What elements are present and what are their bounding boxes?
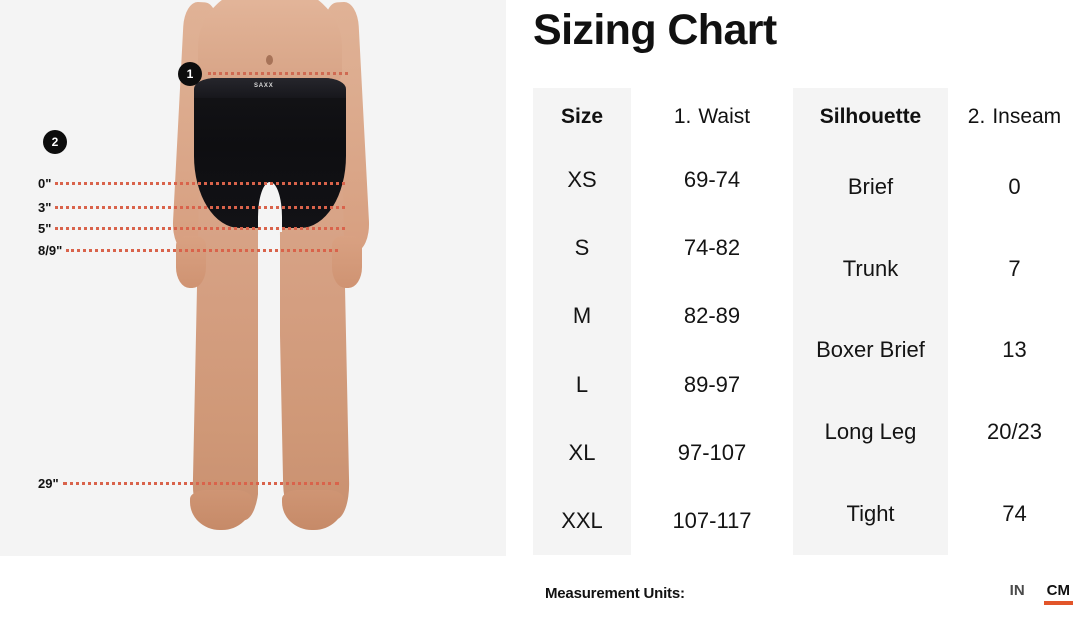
column-header-size: Size <box>533 88 631 146</box>
callout-badge-1: 1 <box>178 62 202 86</box>
inseam-guide-3: 3" <box>38 200 346 215</box>
table-cell-inseam: 20/23 <box>986 419 1043 445</box>
callout-badge-1-label: 1 <box>186 67 194 81</box>
measurement-units-bar: Measurement Units: IN CM <box>545 578 1074 608</box>
page-title: Sizing Chart <box>533 6 777 54</box>
table-cell-size: S <box>574 235 590 261</box>
column-header-waist: 1. Waist <box>631 88 793 146</box>
garment-brandmark: SAXX <box>254 83 274 89</box>
table-cell-inseam: 0 <box>1008 173 1021 199</box>
inseam-guide-5-line <box>55 227 346 230</box>
inseam-guide-0-label: 0" <box>38 176 52 191</box>
column-header-size-label: Size <box>560 105 604 128</box>
inseam-guide-3-label: 3" <box>38 200 52 215</box>
inseam-guide-29-label: 29" <box>38 476 59 491</box>
column-cells-silhouette: Brief Trunk Boxer Brief Long Leg Tight <box>793 146 948 555</box>
table-cell-size: XS <box>567 167 597 193</box>
inseam-guide-5-label: 5" <box>38 221 52 236</box>
table-cell-waist: 74-82 <box>683 235 741 261</box>
inseam-guide-8-9: 8/9" <box>38 243 339 258</box>
inseam-guide-29-line <box>62 482 339 485</box>
table-cell-size: M <box>572 303 592 329</box>
inseam-guide-0: 0" <box>38 176 346 191</box>
table-cell-size: L <box>575 371 589 397</box>
table-column-waist: 1. Waist 69-74 74-82 82-89 89-97 97-107 … <box>631 88 793 555</box>
table-cell-silhouette: Boxer Brief <box>816 337 925 363</box>
inseam-guide-5: 5" <box>38 221 346 236</box>
measurement-units-label: Measurement Units: <box>545 584 685 602</box>
table-cell-waist: 82-89 <box>683 303 741 329</box>
waist-guide-line <box>208 72 348 75</box>
column-header-silhouette-label: Silhouette <box>819 105 922 128</box>
figure-panel: SAXX 1 2 0" 3" 5" 8/9" 29" <box>0 0 506 556</box>
table-cell-inseam: 13 <box>1002 337 1027 363</box>
column-header-waist-label: Waist <box>698 105 751 128</box>
table-column-size: Size XS S M L XL XXL <box>533 88 631 555</box>
column-cells-size: XS S M L XL XXL <box>533 146 631 555</box>
table-cell-silhouette: Long Leg <box>824 419 917 445</box>
table-cell-inseam: 7 <box>1008 255 1021 281</box>
model-navel <box>266 55 273 65</box>
garment-waistband <box>194 78 346 98</box>
measurement-units-options[interactable]: IN CM <box>1009 581 1074 605</box>
unit-option-cm[interactable]: CM <box>1043 582 1074 605</box>
callout-badge-2-label: 2 <box>51 135 59 149</box>
column-cells-inseam: 0 7 13 20/23 74 <box>948 146 1081 555</box>
table-cell-silhouette: Brief <box>847 173 894 199</box>
model-illustration: SAXX <box>150 0 390 556</box>
table-column-silhouette: Silhouette Brief Trunk Boxer Brief Long … <box>793 88 948 555</box>
inseam-guide-0-line <box>55 182 346 185</box>
table-cell-size: XXL <box>561 507 603 533</box>
table-cell-silhouette: Trunk <box>842 255 899 281</box>
model-left-foot <box>190 490 252 530</box>
table-cell-waist: 89-97 <box>683 371 741 397</box>
inseam-guide-8-9-label: 8/9" <box>38 243 63 258</box>
table-cell-waist: 107-117 <box>672 507 752 533</box>
table-cell-size: XL <box>568 439 596 465</box>
inseam-guide-29: 29" <box>38 476 339 491</box>
column-header-inseam-label: Inseam <box>992 105 1062 128</box>
unit-option-in[interactable]: IN <box>1009 581 1025 599</box>
column-cells-waist: 69-74 74-82 82-89 89-97 97-107 107-117 <box>631 146 793 555</box>
column-header-silhouette: Silhouette <box>793 88 948 146</box>
table-cell-waist: 69-74 <box>683 167 741 193</box>
table-cell-waist: 97-107 <box>677 439 747 465</box>
table-cell-inseam: 74 <box>1002 501 1027 527</box>
inseam-guide-8-9-line <box>66 249 339 252</box>
table-column-inseam: 2. Inseam 0 7 13 20/23 74 <box>948 88 1081 555</box>
table-cell-silhouette: Tight <box>846 501 895 527</box>
column-header-waist-number: 1. <box>673 105 692 128</box>
model-leg-gap <box>258 190 280 520</box>
sizing-table: Size XS S M L XL XXL 1. Waist 69-74 74-8… <box>533 88 1081 555</box>
inseam-guide-3-line <box>55 206 346 209</box>
callout-badge-2: 2 <box>43 130 67 154</box>
column-header-inseam: 2. Inseam <box>948 88 1081 146</box>
model-right-hand <box>332 236 362 288</box>
model-left-hand <box>176 236 206 288</box>
model-right-foot <box>282 490 344 530</box>
column-header-inseam-number: 2. <box>967 105 986 128</box>
